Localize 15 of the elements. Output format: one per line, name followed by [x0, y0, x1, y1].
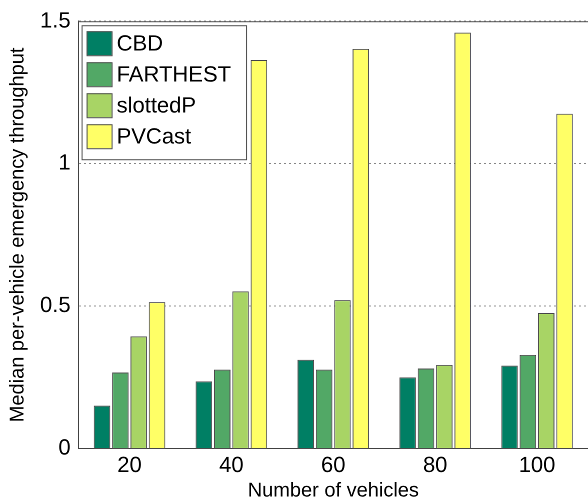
y-tick-label: 0.5 [40, 292, 71, 318]
legend-label: FARTHEST [116, 61, 232, 86]
x-tick-label: 40 [219, 452, 244, 477]
y-tick-label: 1 [58, 150, 71, 175]
x-axis-title: Number of vehicles [248, 480, 419, 502]
x-tick-label: 100 [518, 452, 556, 477]
legend-label: PVCast [116, 123, 192, 148]
x-tick-label: 60 [321, 452, 346, 477]
legend-label: slottedP [116, 92, 196, 118]
y-tick-label: 0 [58, 434, 71, 460]
y-tick-label: 1.5 [40, 7, 71, 32]
x-tick-label: 20 [117, 452, 142, 477]
y-axis-title: Median per-vehicle emergency throughput [6, 47, 29, 422]
x-tick-label: 80 [422, 452, 448, 477]
legend-label: CBD [116, 30, 164, 56]
